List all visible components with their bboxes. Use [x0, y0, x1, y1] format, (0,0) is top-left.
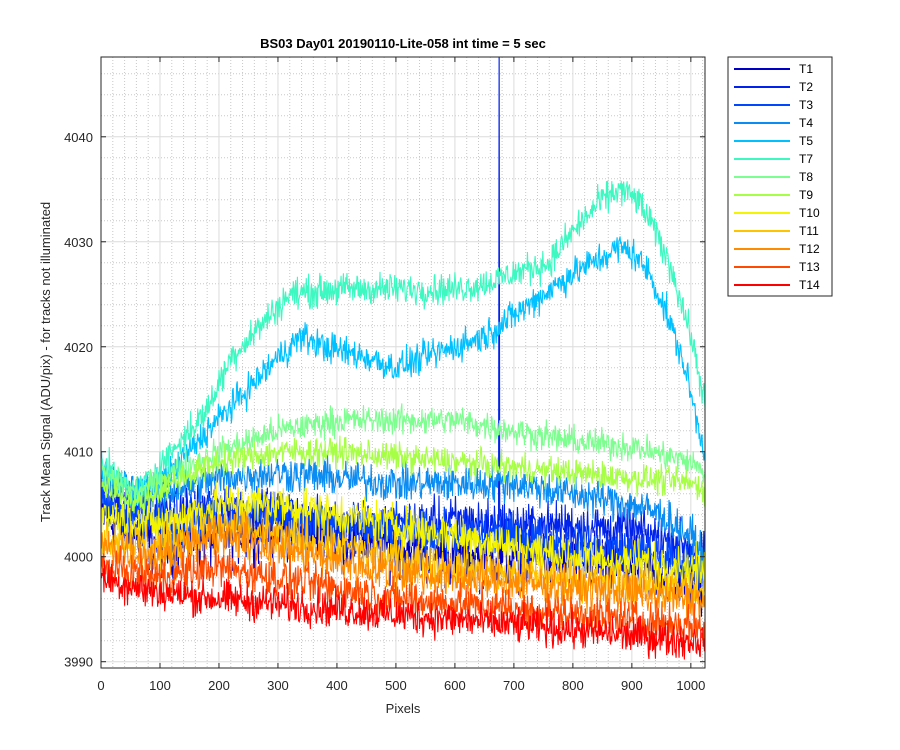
- legend-label-t9: T9: [799, 188, 813, 202]
- x-tick-label: 900: [621, 678, 643, 693]
- series-line-t8: [101, 403, 705, 508]
- chart-title: BS03 Day01 20190110-Lite-058 int time = …: [260, 36, 546, 51]
- x-tick-label: 400: [326, 678, 348, 693]
- legend-label-t8: T8: [799, 170, 813, 184]
- x-tick-labels: 0 100 200 300 400 500 600 700 800 900 1000: [97, 678, 705, 693]
- legend-label-t7: T7: [799, 152, 813, 166]
- y-axis-label: Track Mean Signal (ADU/pix) - for tracks…: [38, 202, 53, 522]
- x-tick-label: 0: [97, 678, 104, 693]
- y-tick-label: 4020: [64, 340, 93, 355]
- axis-ticks: [100, 57, 705, 668]
- x-tick-label: 600: [444, 678, 466, 693]
- legend-label-t1: T1: [799, 62, 813, 76]
- series-layer: [101, 57, 705, 660]
- y-tick-label: 4010: [64, 445, 93, 460]
- legend-label-t3: T3: [799, 98, 813, 112]
- legend: T1 T2 T3 T4 T5 T7 T8 T9 T10 T11 T12 T13 T14: [727, 56, 833, 297]
- x-tick-label: 300: [267, 678, 289, 693]
- series-line-t5: [101, 236, 705, 506]
- y-tick-labels: 3990 4000 4010 4020 4030 4040: [64, 130, 93, 670]
- y-tick-label: 4000: [64, 550, 93, 565]
- x-tick-label: 200: [208, 678, 230, 693]
- x-tick-label: 700: [503, 678, 525, 693]
- series-line-t9: [101, 435, 705, 518]
- legend-label-t4: T4: [799, 116, 813, 130]
- y-tick-label: 3990: [64, 655, 93, 670]
- legend-label-t13: T13: [799, 260, 820, 274]
- series-line-t7: [101, 180, 705, 506]
- legend-label-t14: T14: [799, 278, 820, 292]
- series-line-t10: [101, 480, 705, 593]
- y-tick-label: 4040: [64, 130, 93, 145]
- plot-frame: [100, 56, 706, 669]
- legend-label-t11: T11: [799, 224, 819, 238]
- y-tick-label: 4030: [64, 235, 93, 250]
- series-line-t14: [101, 560, 705, 660]
- series-line-t12: [101, 513, 705, 624]
- x-axis-label: Pixels: [386, 701, 421, 716]
- legend-label-t12: T12: [799, 242, 820, 256]
- series-line-t13: [101, 545, 705, 650]
- x-tick-label: 800: [562, 678, 584, 693]
- x-tick-label: 500: [385, 678, 407, 693]
- legend-label-t10: T10: [799, 206, 820, 220]
- x-tick-label: 100: [149, 678, 171, 693]
- legend-label-t5: T5: [799, 134, 813, 148]
- x-tick-label: 1000: [676, 678, 705, 693]
- legend-label-t2: T2: [799, 80, 813, 94]
